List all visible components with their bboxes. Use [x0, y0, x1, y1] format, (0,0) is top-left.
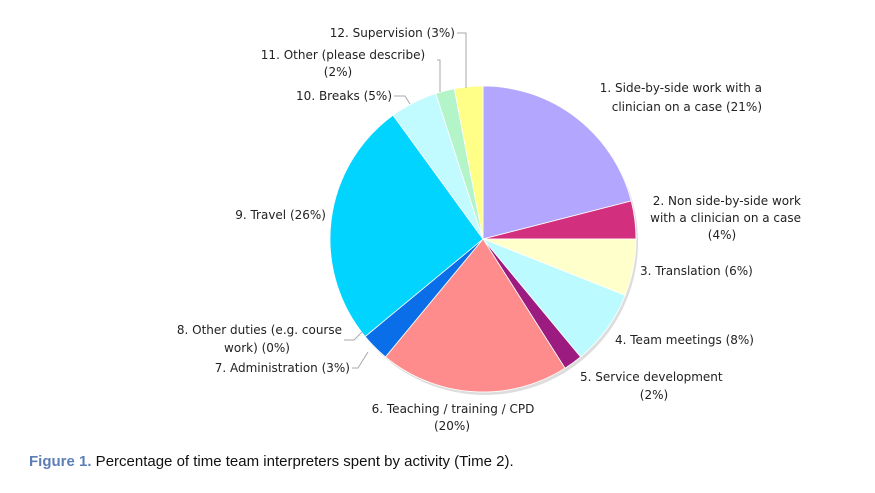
label-4: 4. Team meetings (8%) — [615, 333, 754, 347]
caption-text: Percentage of time team interpreters spe… — [91, 453, 514, 470]
figure-number: Figure 1. — [29, 453, 92, 470]
pie-slice-9 — [329, 114, 484, 338]
label-9: 9. Travel (26%) — [235, 208, 326, 222]
leader-lines — [344, 32, 467, 369]
label-8-line2: work) (0%) — [224, 341, 290, 355]
pie-slice-12 — [453, 85, 484, 240]
label-5: 5. Service development — [580, 370, 723, 384]
leader-line-10 — [394, 95, 411, 105]
label-11: 11. Other (please describe) — [261, 48, 425, 62]
label-5-line2: (2%) — [640, 388, 668, 402]
label-1: 1. Side-by-side work with a — [600, 81, 762, 95]
pie-slices — [329, 85, 638, 395]
label-2: 2. Non side-by-side work — [653, 194, 801, 208]
label-1-line2: clinician on a case (21%) — [612, 100, 762, 114]
slice-labels: 12. Supervision (3%) 11. Other (please d… — [177, 26, 801, 433]
label-2-line2: with a clinician on a case — [650, 211, 801, 225]
label-8: 8. Other duties (e.g. course — [177, 323, 342, 337]
label-6-line2: (20%) — [434, 419, 470, 433]
leader-line-11 — [437, 59, 441, 92]
label-6: 6. Teaching / training / CPD — [372, 402, 535, 416]
label-12: 12. Supervision (3%) — [330, 26, 455, 40]
label-7: 7. Administration (3%) — [215, 361, 350, 375]
label-10: 10. Breaks (5%) — [296, 89, 392, 103]
figure-caption: Figure 1. Percentage of time team interp… — [29, 453, 514, 470]
leader-line-7 — [352, 351, 369, 369]
leader-line-12 — [457, 32, 467, 88]
label-3: 3. Translation (6%) — [640, 264, 753, 278]
pie-slice-1 — [482, 85, 632, 240]
label-11-line2: (2%) — [324, 65, 352, 79]
label-2-line3: (4%) — [708, 228, 736, 242]
pie-slice-6 — [384, 238, 566, 393]
leader-line-8 — [344, 331, 363, 341]
